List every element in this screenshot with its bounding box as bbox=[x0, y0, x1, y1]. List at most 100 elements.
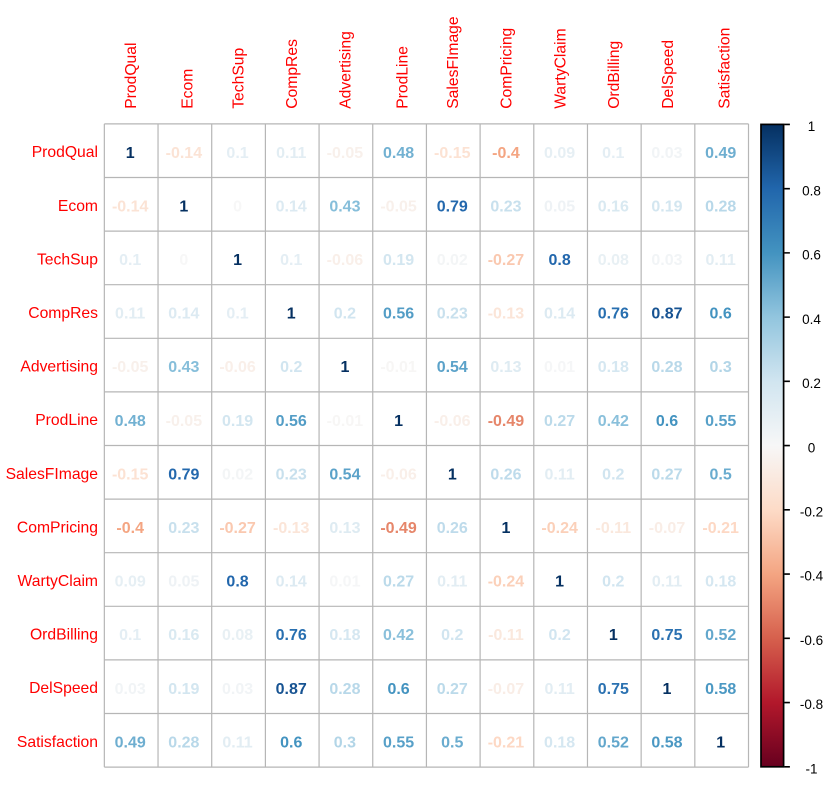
svg-text:0.27: 0.27 bbox=[544, 413, 575, 430]
svg-text:0.11: 0.11 bbox=[115, 306, 145, 323]
svg-text:Satisfaction: Satisfaction bbox=[716, 28, 733, 109]
svg-text:0.19: 0.19 bbox=[222, 413, 253, 430]
svg-text:0.05: 0.05 bbox=[544, 198, 575, 215]
svg-text:0.26: 0.26 bbox=[437, 520, 468, 537]
svg-text:0.55: 0.55 bbox=[705, 413, 736, 430]
svg-text:TechSup: TechSup bbox=[37, 251, 98, 268]
svg-text:0.11: 0.11 bbox=[222, 734, 252, 751]
svg-text:0.54: 0.54 bbox=[437, 359, 468, 376]
svg-text:0.01: 0.01 bbox=[544, 359, 575, 376]
svg-text:ProdLine: ProdLine bbox=[35, 412, 98, 429]
svg-text:0.6: 0.6 bbox=[656, 413, 678, 430]
svg-text:0.18: 0.18 bbox=[705, 574, 736, 591]
svg-text:0.2: 0.2 bbox=[334, 306, 356, 323]
svg-text:0.79: 0.79 bbox=[168, 466, 199, 483]
svg-text:0.6: 0.6 bbox=[387, 681, 409, 698]
svg-text:0.87: 0.87 bbox=[276, 681, 307, 698]
svg-text:0.52: 0.52 bbox=[705, 627, 736, 644]
svg-text:-0.13: -0.13 bbox=[488, 306, 525, 323]
svg-text:1: 1 bbox=[555, 574, 564, 591]
svg-text:-0.24: -0.24 bbox=[488, 574, 525, 591]
svg-text:0.1: 0.1 bbox=[226, 145, 248, 162]
svg-text:-0.06: -0.06 bbox=[380, 466, 417, 483]
svg-text:0.03: 0.03 bbox=[115, 681, 146, 698]
svg-text:Advertising: Advertising bbox=[20, 359, 98, 376]
svg-text:0.14: 0.14 bbox=[168, 306, 199, 323]
svg-text:0.11: 0.11 bbox=[276, 145, 306, 162]
svg-text:-0.2: -0.2 bbox=[800, 504, 823, 519]
svg-text:0.09: 0.09 bbox=[115, 574, 146, 591]
svg-text:0.2: 0.2 bbox=[802, 376, 821, 391]
svg-text:-0.15: -0.15 bbox=[434, 145, 471, 162]
svg-text:0.08: 0.08 bbox=[222, 627, 253, 644]
svg-text:0.01: 0.01 bbox=[329, 574, 360, 591]
svg-text:0.6: 0.6 bbox=[710, 306, 732, 323]
svg-text:-0.01: -0.01 bbox=[327, 413, 364, 430]
svg-text:0.6: 0.6 bbox=[280, 734, 302, 751]
svg-text:0.18: 0.18 bbox=[544, 734, 575, 751]
svg-text:1: 1 bbox=[808, 119, 816, 134]
svg-text:0.23: 0.23 bbox=[168, 520, 199, 537]
svg-text:Advertising: Advertising bbox=[338, 31, 355, 109]
svg-text:0.55: 0.55 bbox=[383, 734, 414, 751]
svg-text:-0.27: -0.27 bbox=[488, 252, 525, 269]
svg-text:0.42: 0.42 bbox=[383, 627, 414, 644]
svg-text:-0.11: -0.11 bbox=[488, 627, 524, 644]
svg-text:0.42: 0.42 bbox=[598, 413, 629, 430]
svg-text:0.18: 0.18 bbox=[329, 627, 360, 644]
svg-text:OrdBilling: OrdBilling bbox=[30, 627, 98, 644]
svg-text:0.14: 0.14 bbox=[276, 574, 307, 591]
svg-text:0.03: 0.03 bbox=[651, 252, 682, 269]
svg-text:0.16: 0.16 bbox=[598, 198, 629, 215]
svg-text:0.1: 0.1 bbox=[602, 145, 624, 162]
svg-text:0.11: 0.11 bbox=[652, 574, 682, 591]
svg-text:0.48: 0.48 bbox=[383, 145, 414, 162]
svg-text:-0.21: -0.21 bbox=[702, 520, 739, 537]
svg-text:ComPricing: ComPricing bbox=[499, 28, 516, 109]
svg-text:0.13: 0.13 bbox=[490, 359, 521, 376]
svg-text:-0.06: -0.06 bbox=[434, 413, 471, 430]
svg-text:0.19: 0.19 bbox=[168, 681, 199, 698]
svg-text:0.49: 0.49 bbox=[115, 734, 146, 751]
svg-text:0.23: 0.23 bbox=[490, 198, 521, 215]
svg-text:0.6: 0.6 bbox=[802, 248, 821, 263]
svg-text:0.1: 0.1 bbox=[280, 252, 302, 269]
svg-text:0.1: 0.1 bbox=[119, 252, 141, 269]
svg-text:0.8: 0.8 bbox=[549, 252, 571, 269]
svg-text:-0.27: -0.27 bbox=[219, 520, 256, 537]
svg-text:0.1: 0.1 bbox=[226, 306, 248, 323]
svg-text:-1: -1 bbox=[805, 761, 817, 776]
svg-text:0.27: 0.27 bbox=[383, 574, 414, 591]
svg-text:-0.6: -0.6 bbox=[800, 633, 823, 648]
svg-text:0.87: 0.87 bbox=[651, 306, 682, 323]
svg-text:-0.4: -0.4 bbox=[800, 569, 824, 584]
svg-text:0.48: 0.48 bbox=[115, 413, 146, 430]
svg-text:-0.8: -0.8 bbox=[800, 697, 823, 712]
svg-text:-0.01: -0.01 bbox=[380, 359, 417, 376]
svg-text:0.58: 0.58 bbox=[705, 681, 736, 698]
svg-text:0.23: 0.23 bbox=[437, 306, 468, 323]
svg-text:0.11: 0.11 bbox=[437, 574, 467, 591]
svg-text:0.26: 0.26 bbox=[490, 466, 521, 483]
svg-text:-0.14: -0.14 bbox=[166, 145, 203, 162]
svg-text:0.11: 0.11 bbox=[544, 466, 574, 483]
svg-text:0.27: 0.27 bbox=[437, 681, 468, 698]
svg-text:1: 1 bbox=[233, 252, 242, 269]
svg-text:0.3: 0.3 bbox=[334, 734, 356, 751]
svg-text:0.14: 0.14 bbox=[276, 198, 307, 215]
svg-text:-0.06: -0.06 bbox=[219, 359, 256, 376]
svg-text:-0.05: -0.05 bbox=[166, 413, 203, 430]
svg-text:1: 1 bbox=[609, 627, 618, 644]
svg-text:1: 1 bbox=[126, 145, 135, 162]
svg-text:-0.49: -0.49 bbox=[488, 413, 525, 430]
svg-text:0.52: 0.52 bbox=[598, 734, 629, 751]
svg-text:-0.24: -0.24 bbox=[541, 520, 578, 537]
svg-text:-0.05: -0.05 bbox=[380, 198, 417, 215]
svg-text:DelSpeed: DelSpeed bbox=[660, 40, 677, 109]
svg-text:-0.05: -0.05 bbox=[112, 359, 149, 376]
svg-text:0.03: 0.03 bbox=[222, 681, 253, 698]
svg-text:0.13: 0.13 bbox=[329, 520, 360, 537]
svg-text:1: 1 bbox=[663, 681, 672, 698]
svg-text:0.02: 0.02 bbox=[437, 252, 468, 269]
svg-text:0.43: 0.43 bbox=[329, 198, 360, 215]
